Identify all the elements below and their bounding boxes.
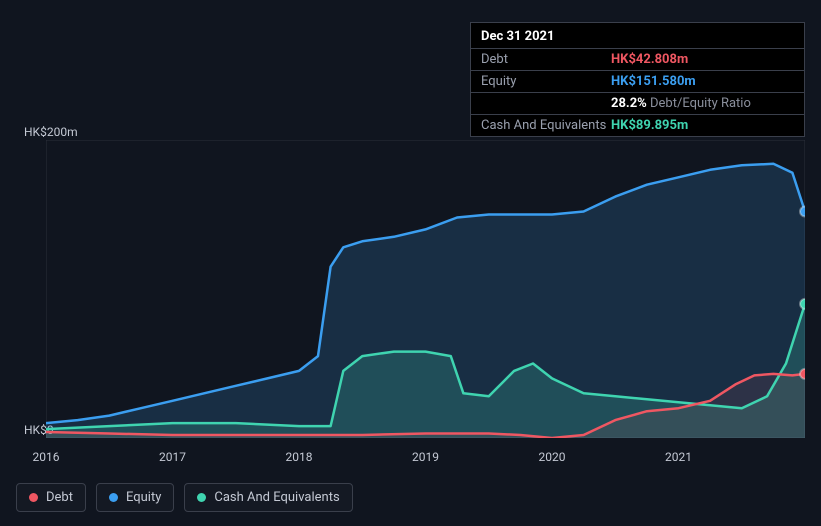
tooltip-row-value: HK$89.895m [611, 118, 688, 133]
legend-item-label: Cash And Equivalents [214, 490, 339, 505]
tooltip-row-label: Cash And Equivalents [481, 118, 611, 133]
x-axis-label: 2021 [665, 450, 692, 464]
tooltip-row-label [481, 96, 611, 111]
legend-item-label: Debt [46, 490, 73, 505]
legend-dot-icon [197, 493, 206, 502]
tooltip-row: DebtHK$42.808m [471, 49, 804, 71]
end-marker-debt [800, 369, 805, 379]
tooltip-row: 28.2% Debt/Equity Ratio [471, 93, 804, 115]
legend-item-debt[interactable]: Debt [16, 483, 86, 512]
legend-item-cash[interactable]: Cash And Equivalents [184, 483, 352, 512]
tooltip-row-value: HK$42.808m [611, 52, 688, 67]
x-axis-labels: 201620172018201920202021 [46, 450, 805, 470]
tooltip-row: EquityHK$151.580m [471, 71, 804, 93]
x-axis-label: 2019 [412, 450, 439, 464]
x-axis-label: 2016 [33, 450, 60, 464]
tooltip-row: Cash And EquivalentsHK$89.895m [471, 115, 804, 136]
legend-item-label: Equity [126, 490, 161, 505]
end-marker-cash [800, 299, 805, 309]
chart-legend: Debt Equity Cash And Equivalents [16, 483, 353, 512]
tooltip-row-label: Equity [481, 74, 611, 89]
tooltip-date: Dec 31 2021 [471, 23, 804, 49]
y-axis-label: HK$200m [24, 125, 78, 139]
tooltip-row-value: 28.2% Debt/Equity Ratio [611, 96, 751, 111]
tooltip-row-value: HK$151.580m [611, 74, 696, 89]
chart-plot [46, 140, 805, 438]
end-marker-equity [800, 207, 805, 217]
x-axis-label: 2020 [539, 450, 566, 464]
legend-item-equity[interactable]: Equity [96, 483, 174, 512]
x-axis-label: 2017 [159, 450, 186, 464]
chart-tooltip: Dec 31 2021 DebtHK$42.808mEquityHK$151.5… [470, 22, 805, 137]
legend-dot-icon [29, 493, 38, 502]
x-axis-label: 2018 [286, 450, 313, 464]
legend-dot-icon [109, 493, 118, 502]
tooltip-row-label: Debt [481, 52, 611, 67]
